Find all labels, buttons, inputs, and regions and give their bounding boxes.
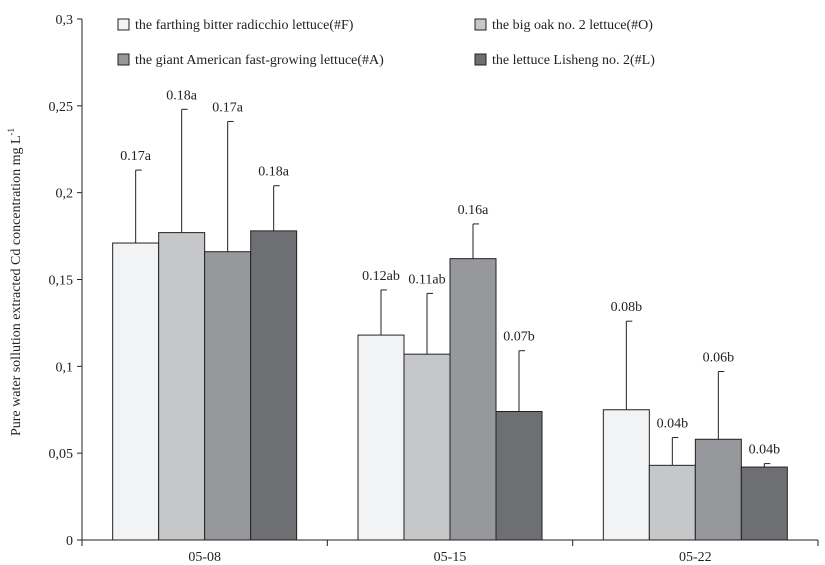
- bar: [648, 464, 696, 541]
- bar: [740, 466, 788, 541]
- bar: [357, 334, 405, 541]
- data-label: 0.16a: [458, 203, 490, 218]
- data-label: 0.11ab: [408, 272, 445, 287]
- y-axis-title: Pure water sollution extracted Cd concen…: [6, 128, 24, 436]
- axis-layer: 0 0,05 0,1 0,15 0,2 0,25 0,3 05-08 05-15 05-22: [49, 13, 819, 565]
- legend-label: the farthing bitter radicchio lettuce(#F…: [135, 18, 354, 33]
- bar: [694, 438, 742, 541]
- bar: [403, 353, 451, 541]
- bars-layer: 0.17a 0.12ab 0.08b 0.18a 0.11ab 0.04b 0.17a 0.1…: [112, 88, 788, 541]
- data-label: 0.18a: [258, 165, 290, 180]
- y-tick-label: 0,3: [56, 13, 74, 28]
- legend-swatch: [117, 18, 130, 31]
- legend-label: the lettuce Lisheng no. 2(#L): [492, 53, 655, 68]
- data-label: 0.07b: [503, 330, 535, 345]
- bar: [602, 409, 650, 541]
- bar: [449, 258, 497, 541]
- bar: [495, 410, 543, 541]
- y-tick-label: 0,15: [49, 274, 74, 289]
- data-label: 0.18a: [166, 88, 198, 103]
- y-tick-label: 0,25: [49, 100, 74, 115]
- legend: the farthing bitter radicchio lettuce(#F…: [117, 18, 655, 68]
- bar: [204, 251, 252, 541]
- legend-swatch: [474, 53, 487, 66]
- legend-label: the giant American fast-growing lettuce(…: [135, 53, 384, 68]
- data-label: 0.06b: [703, 351, 735, 366]
- bar: [250, 230, 298, 541]
- y-axis-title-superscript: -1: [6, 128, 16, 136]
- legend-swatch: [117, 53, 130, 66]
- x-tick-label: 05-08: [188, 550, 221, 565]
- legend-swatch: [474, 18, 487, 31]
- bar: [112, 242, 160, 541]
- data-label: 0.04b: [657, 417, 689, 432]
- data-label: 0.12ab: [362, 269, 400, 284]
- y-tick-label: 0,2: [56, 187, 74, 202]
- y-tick-label: 0,1: [56, 360, 74, 375]
- x-tick-label: 05-22: [679, 550, 712, 565]
- bar: [158, 232, 206, 541]
- data-label: 0.17a: [212, 100, 244, 115]
- x-tick-label: 05-15: [434, 550, 467, 565]
- data-label: 0.08b: [611, 300, 643, 315]
- y-tick-label: 0: [66, 534, 73, 549]
- legend-label: the big oak no. 2 lettuce(#O): [492, 18, 653, 33]
- data-label: 0.04b: [749, 443, 781, 458]
- data-label: 0.17a: [120, 149, 152, 164]
- y-tick-label: 0,05: [49, 447, 74, 462]
